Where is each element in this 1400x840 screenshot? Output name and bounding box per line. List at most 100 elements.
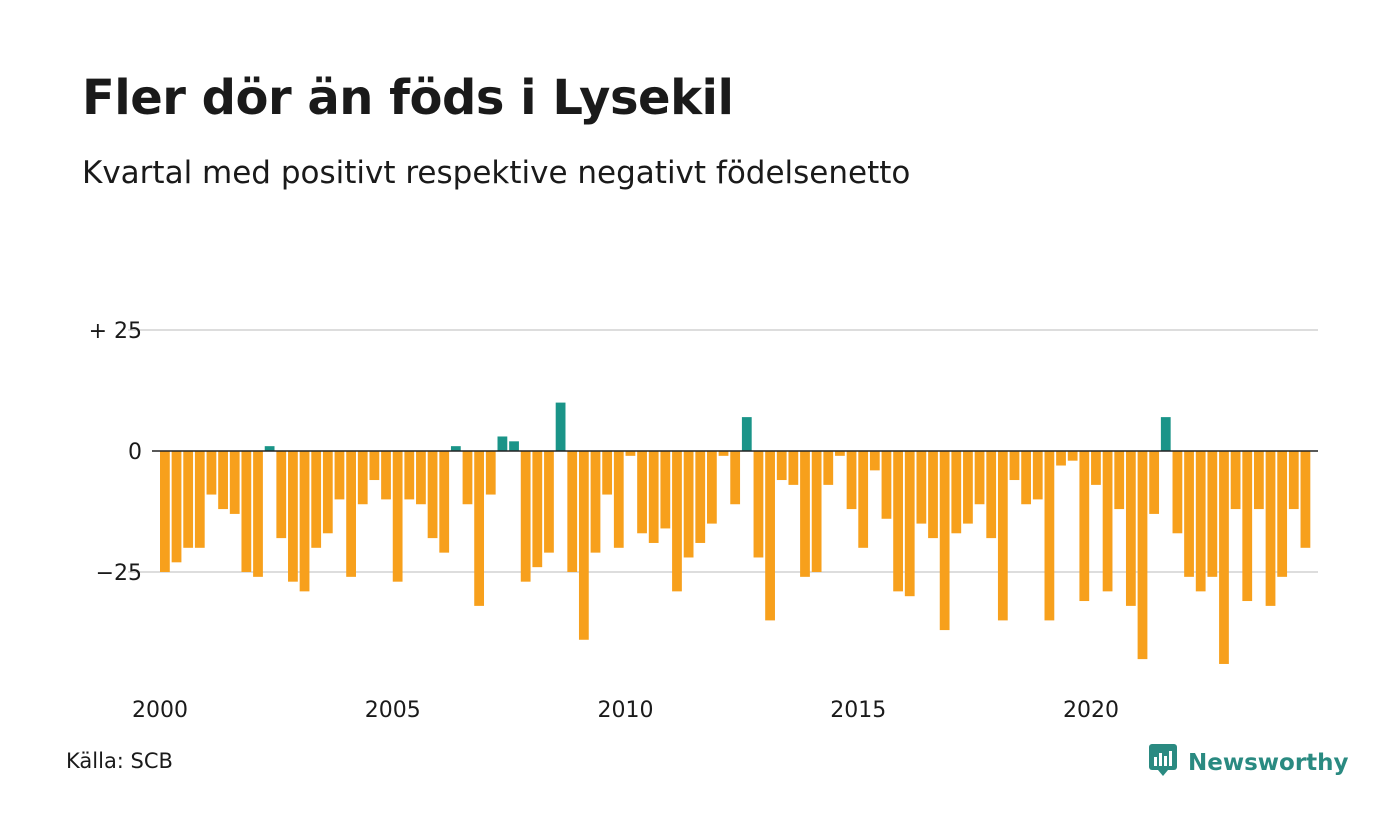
brand-logo[interactable]: Newsworthy (1148, 743, 1349, 783)
bar (427, 451, 438, 539)
bar (625, 451, 636, 456)
bar (1067, 451, 1078, 461)
bar (183, 451, 194, 548)
bar (1137, 451, 1148, 660)
bar (311, 451, 322, 548)
bar (1091, 451, 1101, 485)
bar (741, 417, 752, 451)
bar (450, 446, 461, 451)
x-tick-label: 2015 (830, 698, 886, 723)
bar (1288, 451, 1299, 510)
bar (986, 451, 997, 539)
y-axis-ticks: + 25 0 −25 (89, 319, 142, 586)
bar (1184, 451, 1194, 577)
bar (1125, 451, 1136, 606)
bar (695, 451, 706, 543)
bar (590, 451, 601, 553)
x-tick-label: 2000 (132, 698, 188, 723)
bar (730, 451, 741, 505)
bar (997, 451, 1008, 621)
chart-title: Fler dör än föds i Lysekil (82, 70, 734, 126)
bar (299, 451, 310, 592)
newsworthy-logo-icon (1148, 743, 1178, 783)
bar (1219, 451, 1229, 664)
bar (567, 451, 578, 572)
bar (392, 451, 403, 582)
x-tick-label: 2010 (598, 698, 654, 723)
bar (788, 451, 799, 485)
bar (1277, 451, 1288, 577)
bar (288, 451, 298, 582)
bar (229, 451, 240, 514)
bar (613, 451, 624, 548)
bar (1114, 451, 1125, 510)
bar (811, 451, 822, 572)
source-note: Källa: SCB (66, 749, 173, 773)
bar (637, 451, 647, 534)
bar (800, 451, 810, 577)
bar (1160, 417, 1171, 451)
y-tick-label: 0 (128, 440, 142, 465)
bar (1079, 451, 1090, 602)
bar (765, 451, 775, 621)
bar (160, 451, 170, 572)
bar (1021, 451, 1032, 505)
bar (404, 451, 415, 500)
bar (194, 451, 205, 548)
bar (1195, 451, 1206, 592)
bar (928, 451, 938, 539)
bar (264, 446, 275, 451)
bar (509, 441, 519, 451)
bar (474, 451, 485, 606)
bar (683, 451, 694, 558)
bar (253, 451, 263, 577)
x-tick-label: 2020 (1063, 698, 1119, 723)
bar (753, 451, 764, 558)
bar (776, 451, 787, 481)
x-axis-ticks: 2000 2005 2010 2015 2020 (132, 698, 1119, 723)
bar (346, 451, 356, 577)
y-tick-label: + 25 (89, 319, 142, 344)
bar (1102, 451, 1113, 592)
bar (1300, 451, 1311, 548)
bar (672, 451, 682, 592)
bar (485, 451, 496, 495)
bar (276, 451, 287, 539)
bar (846, 451, 857, 510)
bar (206, 451, 217, 495)
bar (357, 451, 368, 505)
bar (823, 451, 834, 485)
bar (322, 451, 333, 534)
bar (706, 451, 717, 524)
bar (1044, 451, 1055, 621)
bar (171, 451, 182, 563)
bar (520, 451, 531, 582)
bar (555, 402, 566, 451)
bar (462, 451, 473, 505)
bar (544, 451, 554, 553)
bar (904, 451, 915, 597)
bar (1265, 451, 1276, 606)
bar (1172, 451, 1183, 534)
gridlines (128, 329, 1318, 573)
x-tick-label: 2005 (365, 698, 421, 723)
bar (963, 451, 973, 524)
bar (532, 451, 543, 568)
bar (369, 451, 380, 481)
bar (381, 451, 391, 500)
bar (835, 451, 845, 456)
bar (939, 451, 950, 631)
bar (1242, 451, 1253, 602)
bar (869, 451, 880, 471)
bars (160, 402, 1311, 664)
bar (1207, 451, 1218, 577)
bar (1253, 451, 1264, 510)
bar (1032, 451, 1043, 500)
bar (497, 436, 508, 451)
bar (718, 451, 729, 456)
bar (416, 451, 426, 505)
bar (1009, 451, 1020, 481)
bar (974, 451, 985, 505)
bar (218, 451, 228, 510)
bar (1056, 451, 1066, 466)
